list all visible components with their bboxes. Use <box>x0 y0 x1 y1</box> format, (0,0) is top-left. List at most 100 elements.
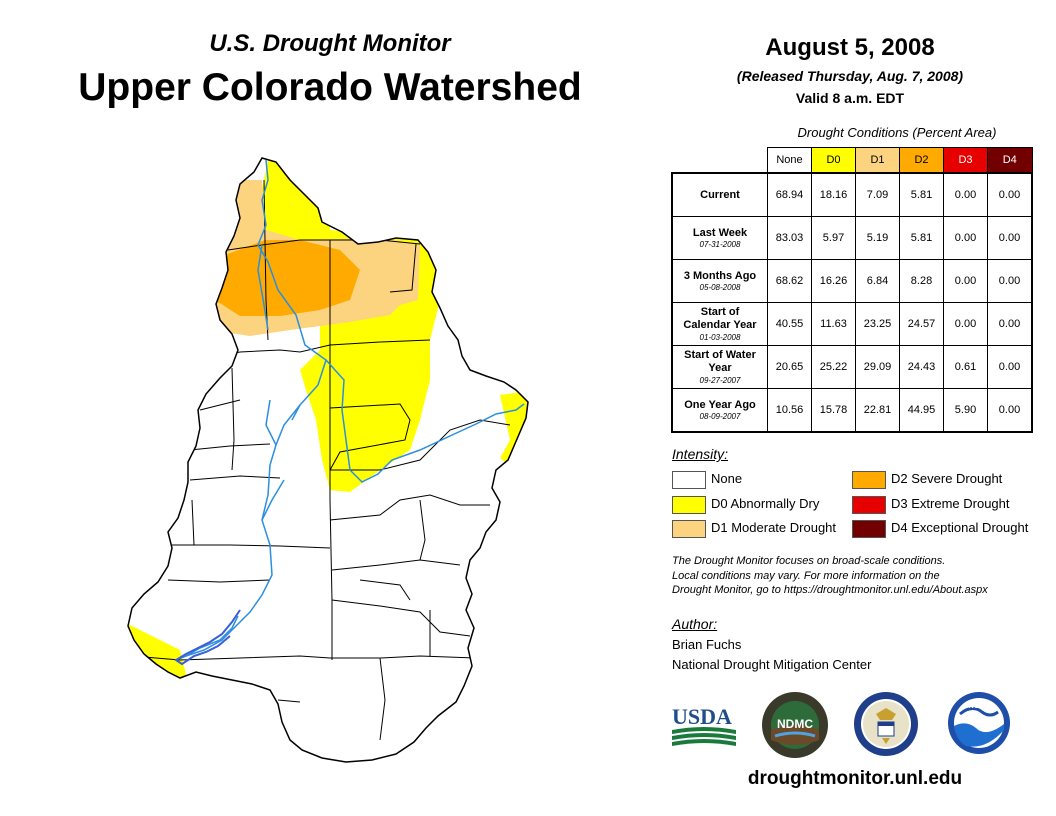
author-heading: Author: <box>672 616 718 632</box>
row-label-text: 3 Months Ago <box>683 269 757 282</box>
value-cell: 15.78 <box>811 388 856 433</box>
value-cell: 0.00 <box>943 302 988 346</box>
legend-item-d0: D0 Abnormally Dry <box>672 495 820 514</box>
value-cell: 68.94 <box>767 172 812 217</box>
valid-time: Valid 8 a.m. EDT <box>795 90 905 106</box>
value-cell: 24.43 <box>899 345 944 389</box>
legend-swatch-d2 <box>852 470 886 489</box>
table-row: Last Week 07-31-2008 83.03 5.97 5.19 5.81 0.00… <box>671 216 1033 260</box>
legend-label-d0: D0 Abnormally Dry <box>711 496 820 511</box>
map-title: Upper Colorado Watershed <box>78 66 582 109</box>
d2-region <box>215 240 360 316</box>
value-cell: 83.03 <box>767 216 812 260</box>
drought-stats-table: None D0 D1 D2 D3 D4 Current 68.94 18.16 7.09 5.81 0… <box>671 147 1033 433</box>
legend-swatch-d1 <box>672 519 706 538</box>
disclaimer-line-2: Local conditions may vary. For more info… <box>672 569 940 582</box>
value-cell: 8.28 <box>899 259 944 303</box>
row-label-date: 08-09-2007 <box>699 412 741 422</box>
disclaimer-text: The Drought Monitor focuses on broad-sca… <box>672 554 1052 598</box>
watershed-map <box>127 157 529 763</box>
legend-swatch-d3 <box>852 495 886 514</box>
legend-item-d3: D3 Extreme Drought <box>852 495 1010 514</box>
value-cell: 5.97 <box>811 216 856 260</box>
legend-item-none: None <box>672 470 743 489</box>
value-cell: 22.81 <box>855 388 900 433</box>
table-row: One Year Ago 08-09-2007 10.56 15.78 22.81 44.… <box>671 388 1033 433</box>
table-caption: Drought Conditions (Percent Area) <box>797 125 997 140</box>
value-cell: 0.00 <box>987 302 1033 346</box>
legend-swatch-none <box>672 470 706 489</box>
row-label: One Year Ago 08-09-2007 <box>671 388 768 433</box>
row-label-text: Current <box>700 188 740 201</box>
legend-label-d3: D3 Extreme Drought <box>891 496 1010 511</box>
legend-swatch-d0 <box>672 495 706 514</box>
legend-label-d2: D2 Severe Drought <box>891 471 1003 486</box>
legend-label-none: None <box>711 471 743 486</box>
value-cell: 11.63 <box>811 302 856 346</box>
disclaimer-line-3[interactable]: Drought Monitor, go to https://droughtmo… <box>672 584 988 596</box>
row-label-text: One Year Ago <box>684 398 756 411</box>
table-row: 3 Months Ago 05-08-2008 68.62 16.26 6.84 8.28… <box>671 259 1033 303</box>
value-cell: 18.16 <box>811 172 856 217</box>
ndmc-logo-text: NDMC <box>777 717 813 731</box>
value-cell: 44.95 <box>899 388 944 433</box>
value-cell: 5.81 <box>899 216 944 260</box>
legend-item-d2: D2 Severe Drought <box>852 470 1003 489</box>
value-cell: 16.26 <box>811 259 856 303</box>
legend-swatch-d4 <box>852 519 886 538</box>
column-header-d0: D0 <box>811 147 856 174</box>
table-row: Start of Calendar Year 01-03-2008 40.55 11.… <box>671 302 1033 346</box>
value-cell: 5.90 <box>943 388 988 433</box>
usda-logo[interactable]: USDA <box>670 700 738 750</box>
value-cell: 0.61 <box>943 345 988 389</box>
value-cell: 23.25 <box>855 302 900 346</box>
row-label-text: Start of Water Year <box>684 349 756 374</box>
column-header-d4: D4 <box>987 147 1033 174</box>
value-cell: 0.00 <box>987 388 1033 433</box>
row-label-date: 09-27-2007 <box>699 375 741 385</box>
release-date: (Released Thursday, Aug. 7, 2008) <box>736 68 964 84</box>
row-label: 3 Months Ago 05-08-2008 <box>671 259 768 303</box>
value-cell: 25.22 <box>811 345 856 389</box>
value-cell: 7.09 <box>855 172 900 217</box>
value-cell: 29.09 <box>855 345 900 389</box>
table-corner-cell <box>672 148 768 174</box>
column-header-d1: D1 <box>855 147 900 174</box>
column-header-d3: D3 <box>943 147 988 174</box>
row-label-date: 01-03-2008 <box>699 332 741 342</box>
value-cell: 24.57 <box>899 302 944 346</box>
value-cell: 0.00 <box>987 216 1033 260</box>
table-header-row: None D0 D1 D2 D3 D4 <box>672 147 1033 174</box>
commerce-seal-logo[interactable] <box>852 690 920 758</box>
column-header-none: None <box>767 147 812 174</box>
row-label: Current <box>671 172 768 217</box>
value-cell: 0.00 <box>943 172 988 217</box>
map-supertitle: U.S. Drought Monitor <box>209 30 451 57</box>
site-url-link[interactable]: droughtmonitor.unl.edu <box>747 768 963 789</box>
value-cell: 68.62 <box>767 259 812 303</box>
legend-item-d4: D4 Exceptional Drought <box>852 519 1028 538</box>
noaa-logo[interactable]: NOAA <box>946 690 1012 756</box>
row-label-date: 05-08-2008 <box>699 283 741 293</box>
row-label-text: Start of Calendar Year <box>683 306 757 331</box>
value-cell: 0.00 <box>987 172 1033 217</box>
row-label-date: 07-31-2008 <box>699 240 741 250</box>
row-label: Start of Calendar Year 01-03-2008 <box>671 302 768 346</box>
value-cell: 5.19 <box>855 216 900 260</box>
value-cell: 5.81 <box>899 172 944 217</box>
row-label: Last Week 07-31-2008 <box>671 216 768 260</box>
usda-logo-text: USDA <box>672 704 732 729</box>
disclaimer-line-1: The Drought Monitor focuses on broad-sca… <box>672 555 946 567</box>
value-cell: 10.56 <box>767 388 812 433</box>
value-cell: 0.00 <box>987 259 1033 303</box>
legend-item-d1: D1 Moderate Drought <box>672 519 836 538</box>
value-cell: 0.00 <box>943 216 988 260</box>
lake-powell <box>174 609 241 666</box>
value-cell: 0.00 <box>943 259 988 303</box>
river-network <box>175 159 525 661</box>
value-cell: 0.00 <box>987 345 1033 389</box>
ndmc-logo[interactable]: NDMC <box>760 690 830 760</box>
row-label-text: Last Week <box>692 226 748 239</box>
row-label: Start of Water Year 09-27-2007 <box>671 345 768 389</box>
d0-region-east <box>500 390 528 468</box>
